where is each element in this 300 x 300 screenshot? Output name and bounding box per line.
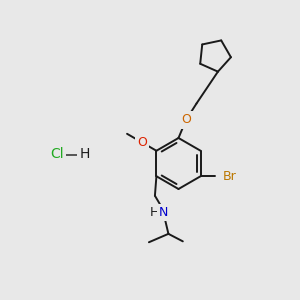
Text: H: H — [80, 148, 90, 161]
Text: O: O — [181, 113, 191, 127]
Text: Br: Br — [222, 170, 236, 184]
Text: H: H — [150, 206, 159, 219]
Text: O: O — [137, 136, 147, 149]
Text: N: N — [159, 206, 168, 219]
Text: Cl: Cl — [50, 148, 64, 161]
